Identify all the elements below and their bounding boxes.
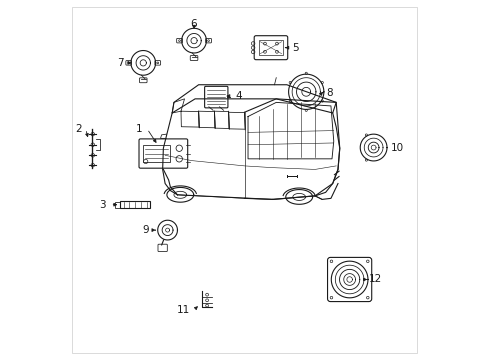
Text: 9: 9 bbox=[142, 225, 148, 235]
Text: 7: 7 bbox=[117, 58, 123, 68]
Text: 3: 3 bbox=[100, 200, 106, 210]
Text: 8: 8 bbox=[326, 87, 333, 98]
Bar bbox=[115, 202, 120, 207]
Text: 5: 5 bbox=[292, 43, 299, 53]
Text: 10: 10 bbox=[390, 143, 403, 153]
Text: 11: 11 bbox=[176, 305, 189, 315]
Text: 12: 12 bbox=[368, 274, 381, 284]
Text: 4: 4 bbox=[235, 91, 242, 101]
Bar bbox=[258, 40, 283, 55]
Text: 6: 6 bbox=[190, 19, 197, 29]
Bar bbox=[120, 201, 150, 208]
Text: 1: 1 bbox=[136, 124, 142, 134]
Text: 2: 2 bbox=[75, 124, 81, 134]
Bar bbox=[143, 145, 169, 162]
